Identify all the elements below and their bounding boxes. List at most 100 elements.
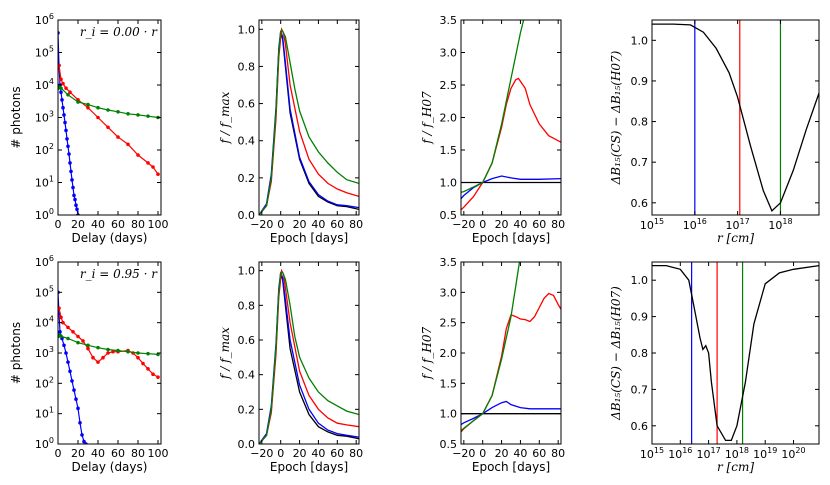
point-a1-blue-10 (66, 144, 70, 149)
ytick-b2-5: 1.0 (238, 265, 256, 278)
xtick-a1-4: 80 (131, 218, 145, 231)
series-c2-blue (461, 400, 561, 426)
ylabel-d1: ΔB₁₅(CS) − ΔB₁₅(H07) (609, 50, 623, 185)
xtick-a1-1: 20 (71, 218, 85, 231)
ylabel-b1: f / f_max (218, 91, 232, 144)
point-a2-red-16 (136, 355, 140, 360)
point-a2-red-20 (156, 375, 160, 379)
ylabel-c2: f / f_H07 (420, 326, 434, 380)
panel-d2: 1015 1016 1017 1018 1019 1020 0.6 0.7 0.8 0.9 1.0 r… (609, 261, 820, 474)
annotation-a1: r_i = 0.00 · r (80, 25, 158, 39)
ytick-d2-2: 0.8 (631, 347, 649, 360)
ytick-c2-2: 1.5 (440, 377, 458, 390)
point-a1-red-8 (106, 125, 110, 130)
ytick-b2-4: 0.8 (238, 299, 256, 312)
xtick-c1-4: 60 (532, 218, 546, 231)
point-a2-red-0 (58, 306, 61, 310)
point-a1-blue-5 (61, 105, 65, 110)
series-b2-red (259, 268, 359, 444)
point-a1-red-1 (59, 77, 63, 82)
axes-frame-d1 (651, 19, 820, 216)
series-b1-black (259, 32, 359, 215)
ytick-d2-0: 0.6 (631, 420, 649, 433)
ytick-b1-1: 0.2 (238, 172, 256, 185)
point-a1-blue-13 (69, 169, 73, 174)
series-b1-green (259, 30, 359, 215)
ytick-c1-0: 0.5 (440, 209, 458, 222)
xtick-b2-0: −20 (250, 447, 273, 460)
xtick-b1-0: −20 (250, 218, 273, 231)
point-a1-red-0 (58, 63, 61, 68)
series-c2-green (461, 262, 521, 432)
xtick-d1-2: 1017 (726, 217, 750, 232)
ytick-d2-1: 0.7 (631, 383, 649, 396)
axes-frame-a1 (57, 19, 162, 216)
point-a2-blue-4 (62, 343, 66, 348)
series-c1-red (461, 77, 561, 211)
series-a2-blue (58, 292, 87, 444)
annotation-a2: r_i = 0.95 · r (80, 267, 158, 281)
xtick-a2-2: 40 (91, 447, 105, 460)
ytick-c1-4: 2.5 (440, 79, 458, 92)
xtick-d1-1: 1016 (683, 217, 707, 232)
point-a1-red-4 (68, 90, 72, 95)
point-a2-green-4 (76, 340, 80, 345)
panel-d1: 1015 1016 1017 1018 0.6 0.7 0.8 0.9 1.0 r [cm] ΔB₁… (609, 19, 820, 245)
point-a2-red-7 (86, 346, 90, 351)
xtick-c2-4: 60 (532, 447, 546, 460)
ytick-a2-2: 102 (35, 375, 54, 390)
point-a2-red-5 (76, 334, 80, 339)
point-a1-green-5 (86, 102, 90, 107)
panel-c1: −20 0 20 40 60 80 0.5 1.0 1.5 2.0 2.5 3.0 3.5 Epoch [… (420, 14, 565, 245)
ytick-a1-2: 102 (35, 142, 54, 157)
point-a1-blue-6 (62, 113, 66, 117)
point-a2-blue-11 (76, 406, 80, 411)
xtick-a1-3: 60 (111, 218, 125, 231)
point-a2-blue-8 (70, 379, 74, 383)
xtick-c2-3: 40 (513, 447, 527, 460)
ytick-a2-3: 103 (35, 345, 54, 360)
axes-frame-b2 (258, 261, 360, 445)
point-a1-red-10 (126, 142, 130, 147)
ytick-c1-1: 1.0 (440, 177, 458, 190)
xtick-a1-0: 0 (55, 218, 62, 231)
xtick-b1-3: 40 (311, 218, 325, 231)
xlabel-d2: r [cm] (717, 460, 754, 474)
ytick-b1-5: 1.0 (238, 23, 256, 36)
xtick-a1-2: 40 (91, 218, 105, 231)
point-a1-blue-9 (65, 137, 69, 141)
xlabel-a2: Delay (days) (72, 460, 148, 474)
ytick-c1-2: 1.5 (440, 144, 458, 157)
xtick-b1-4: 60 (330, 218, 344, 231)
xtick-c2-0: −20 (452, 447, 475, 460)
ytick-c2-0: 0.5 (440, 438, 458, 451)
point-a1-blue-16 (72, 193, 76, 198)
xtick-b2-2: 20 (293, 447, 307, 460)
ytick-b1-3: 0.6 (238, 98, 256, 111)
ylabel-a1: # photons (9, 86, 23, 148)
xlabel-d1: r [cm] (717, 231, 754, 245)
ytick-d1-1: 0.7 (631, 156, 649, 169)
point-a2-red-11 (106, 351, 110, 355)
point-a1-blue-19 (75, 207, 79, 212)
point-a2-red-18 (146, 367, 150, 371)
xtick-c1-3: 40 (513, 218, 527, 231)
ytick-a1-3: 103 (35, 110, 54, 125)
xtick-c1-2: 20 (495, 218, 509, 231)
ytick-c2-5: 3.0 (440, 286, 458, 299)
ytick-d1-0: 0.6 (631, 197, 649, 210)
xtick-c1-5: 80 (551, 218, 565, 231)
ytick-c2-3: 2.0 (440, 347, 458, 360)
xtick-a2-0: 0 (55, 447, 62, 460)
point-a2-red-9 (96, 360, 100, 364)
ylabel-a2: # photons (9, 322, 23, 384)
point-a2-green-6 (96, 345, 100, 350)
ytick-d2-4: 1.0 (631, 274, 649, 287)
point-a2-blue-12 (78, 420, 82, 425)
panel-b1: −20 0 20 40 60 80 0.0 0.2 0.4 0.6 0.8 1.0 Epoch [day… (218, 19, 363, 245)
ytick-d2-3: 0.9 (631, 311, 649, 324)
ytick-c2-6: 3.5 (440, 256, 458, 269)
series-c1-green (461, 20, 525, 193)
point-a2-blue-13 (80, 433, 84, 437)
xtick-b2-5: 80 (349, 447, 363, 460)
